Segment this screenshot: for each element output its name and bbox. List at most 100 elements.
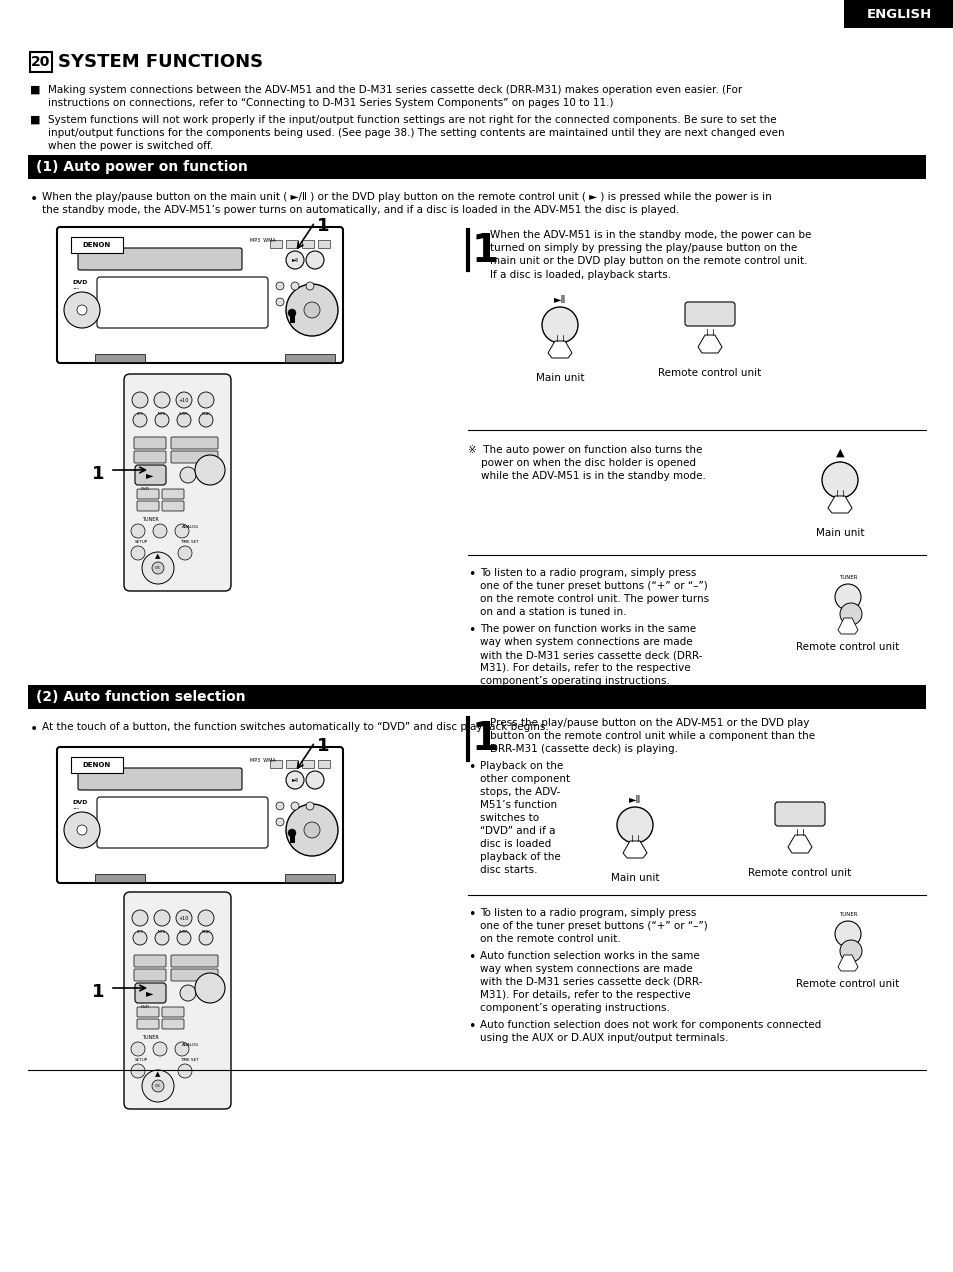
Text: 1: 1: [316, 736, 329, 756]
FancyBboxPatch shape: [71, 757, 123, 773]
Text: Remote control unit: Remote control unit: [796, 979, 899, 990]
Circle shape: [821, 462, 857, 499]
Text: ■: ■: [30, 85, 40, 95]
Text: while the ADV-M51 is in the standby mode.: while the ADV-M51 is in the standby mode…: [468, 471, 705, 481]
FancyBboxPatch shape: [124, 892, 231, 1109]
Text: To listen to a radio program, simply press: To listen to a radio program, simply pre…: [479, 908, 696, 918]
Text: MP3  WMA: MP3 WMA: [250, 238, 275, 243]
FancyBboxPatch shape: [57, 226, 343, 363]
Circle shape: [153, 909, 170, 926]
Circle shape: [304, 822, 319, 838]
Text: Main unit: Main unit: [610, 873, 659, 883]
Polygon shape: [787, 834, 811, 854]
Circle shape: [131, 1042, 145, 1056]
Circle shape: [178, 546, 192, 560]
FancyBboxPatch shape: [133, 452, 166, 463]
Circle shape: [132, 909, 148, 926]
FancyBboxPatch shape: [78, 768, 242, 790]
Circle shape: [286, 284, 337, 336]
Circle shape: [198, 392, 213, 408]
Bar: [317, 759, 330, 768]
Text: DVD: DVD: [71, 800, 88, 805]
Text: ▲: ▲: [155, 1071, 160, 1077]
Circle shape: [142, 552, 173, 584]
Bar: [302, 240, 314, 248]
Text: DVD: DVD: [71, 280, 88, 285]
Text: disc starts.: disc starts.: [479, 865, 537, 875]
Text: button on the remote control unit while a component than the: button on the remote control unit while …: [490, 731, 814, 742]
Circle shape: [291, 282, 298, 290]
FancyBboxPatch shape: [162, 1007, 184, 1018]
Bar: [30, 52, 52, 73]
FancyBboxPatch shape: [97, 277, 268, 328]
Text: DENON: DENON: [83, 762, 111, 768]
FancyBboxPatch shape: [137, 501, 159, 511]
Bar: [285, 874, 335, 881]
Text: input/output functions for the components being used. (See page 38.) The setting: input/output functions for the component…: [48, 128, 783, 137]
Circle shape: [152, 562, 164, 574]
Text: Auto function selection does not work for components connected: Auto function selection does not work fo…: [479, 1020, 821, 1030]
Text: SETUP: SETUP: [135, 1058, 148, 1062]
Text: ANALOG: ANALOG: [182, 1043, 199, 1047]
Text: ►Ⅱ: ►Ⅱ: [292, 777, 298, 782]
Text: DVD: DVD: [140, 1005, 150, 1009]
Text: SETUP: SETUP: [135, 541, 148, 544]
Text: on the remote control unit.: on the remote control unit.: [479, 934, 620, 944]
Text: when the power is switched off.: when the power is switched off.: [48, 141, 213, 151]
Text: ►: ►: [146, 469, 153, 480]
Bar: [95, 354, 145, 363]
FancyBboxPatch shape: [684, 301, 734, 326]
Text: ANALOG: ANALOG: [182, 525, 199, 529]
Circle shape: [288, 829, 295, 837]
Text: Auto function selection works in the same: Auto function selection works in the sam…: [479, 951, 699, 962]
Circle shape: [286, 251, 304, 268]
FancyBboxPatch shape: [124, 374, 231, 591]
Text: Remote control unit: Remote control unit: [796, 642, 899, 653]
Text: disc is loaded: disc is loaded: [479, 840, 551, 848]
Text: 1: 1: [472, 232, 498, 270]
FancyBboxPatch shape: [133, 438, 166, 449]
FancyBboxPatch shape: [171, 955, 218, 967]
Text: Playback on the: Playback on the: [479, 761, 562, 771]
FancyBboxPatch shape: [171, 969, 218, 981]
Text: 1: 1: [91, 983, 105, 1001]
Text: main unit or the DVD play button on the remote control unit.: main unit or the DVD play button on the …: [490, 256, 806, 266]
Text: TUNER: TUNER: [838, 912, 857, 917]
Text: •: •: [468, 761, 475, 773]
Polygon shape: [547, 341, 572, 357]
Circle shape: [77, 305, 87, 315]
Text: way when system connections are made: way when system connections are made: [479, 637, 692, 647]
Circle shape: [306, 251, 324, 268]
Text: other component: other component: [479, 773, 570, 784]
Text: “DVD” and if a: “DVD” and if a: [479, 826, 555, 836]
Text: When the play/pause button on the main unit ( ►/Ⅱ ) or the DVD play button on th: When the play/pause button on the main u…: [42, 192, 771, 202]
Text: Remote control unit: Remote control unit: [658, 368, 760, 378]
FancyBboxPatch shape: [57, 747, 343, 883]
Text: the standby mode, the ADV-M51’s power turns on automatically, and if a disc is l: the standby mode, the ADV-M51’s power tu…: [42, 205, 679, 215]
Text: TUNER: TUNER: [141, 1035, 158, 1040]
Text: way when system connections are made: way when system connections are made: [479, 964, 692, 974]
Text: Making system connections between the ADV-M51 and the D-M31 series cassette deck: Making system connections between the AD…: [48, 85, 741, 95]
FancyBboxPatch shape: [133, 955, 166, 967]
Circle shape: [131, 524, 145, 538]
Text: DVD: DVD: [140, 487, 150, 491]
Text: •: •: [468, 569, 475, 581]
Circle shape: [152, 1080, 164, 1091]
Circle shape: [132, 931, 147, 945]
Text: with the D-M31 series cassette deck (DRR-: with the D-M31 series cassette deck (DRR…: [479, 977, 701, 987]
Text: 20: 20: [31, 55, 51, 69]
Text: playback of the: playback of the: [479, 852, 560, 862]
FancyBboxPatch shape: [162, 501, 184, 511]
Text: The power on function works in the same: The power on function works in the same: [479, 625, 696, 633]
Circle shape: [199, 931, 213, 945]
Circle shape: [291, 803, 298, 810]
Text: •: •: [468, 908, 475, 921]
Circle shape: [834, 584, 861, 611]
Circle shape: [174, 524, 189, 538]
Circle shape: [304, 301, 319, 318]
Text: OK: OK: [155, 1084, 161, 1088]
Text: ►: ►: [146, 988, 153, 999]
Circle shape: [64, 812, 100, 848]
Bar: [302, 759, 314, 768]
FancyBboxPatch shape: [135, 983, 166, 1004]
